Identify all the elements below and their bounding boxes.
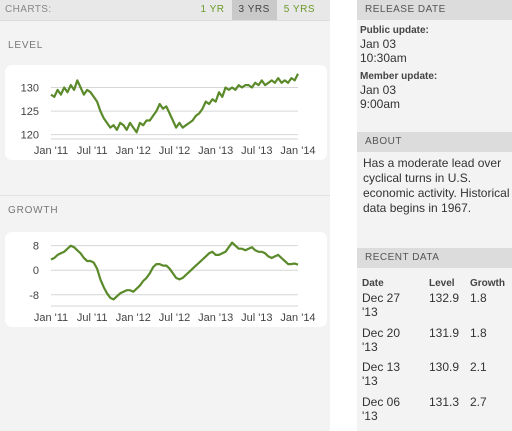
- x-tick-label: Jul '12: [159, 312, 190, 324]
- level-title: LEVEL: [8, 40, 44, 51]
- row-level: 132.9: [429, 291, 460, 305]
- about-text: Has a moderate lead over cyclical turns …: [363, 156, 510, 215]
- charts-toolbar: CHARTS: 1 YR 3 YRS 5 YRS: [0, 0, 330, 21]
- y-tick-label: 125: [21, 106, 39, 118]
- row-growth: 1.8: [470, 291, 487, 305]
- public-update-date: Jan 03: [360, 37, 397, 51]
- range-1yr-button[interactable]: 1 YR: [200, 4, 225, 15]
- about-header: ABOUT: [357, 132, 512, 152]
- member-update-date: Jan 03: [360, 83, 397, 97]
- row-date-year: '13: [362, 305, 378, 319]
- x-tick-label: Jan '13: [198, 312, 233, 324]
- recent-data-header: RECENT DATA: [357, 248, 512, 268]
- member-update-time: 9:00am: [360, 97, 401, 111]
- row-level: 131.9: [429, 326, 460, 340]
- x-tick-label: Jan '12: [116, 312, 151, 324]
- col-header-level: Level: [429, 278, 455, 289]
- growth-chart-svg: -8 0 8 Jan '11 Jul '11 Jan '12 Jul '12 Jan '13 J…: [29, 241, 315, 324]
- row-date: Dec 06: [362, 395, 401, 409]
- info-panel: RELEASE DATE Public update: Jan 03 10:30…: [357, 0, 512, 431]
- series-line: [50, 241, 299, 301]
- y-tick-label: -8: [29, 290, 39, 302]
- x-tick-label: Jan '14: [280, 145, 315, 157]
- level-chart-svg: 120 125 130 Jan '11 Jul '11 Jan '12 Jul '12 Jan…: [21, 73, 316, 157]
- x-tick-label: Jan '14: [280, 312, 315, 324]
- charts-panel: CHARTS: 1 YR 3 YRS 5 YRS LEVEL 120 125 130…: [0, 0, 330, 431]
- row-growth: 2.7: [470, 395, 487, 409]
- x-tick-label: Jul '13: [241, 145, 272, 157]
- x-tick-label: Jan '12: [116, 145, 151, 157]
- range-selector: 1 YR 3 YRS 5 YRS: [193, 0, 322, 20]
- public-update-time: 10:30am: [360, 51, 407, 65]
- section-divider: [0, 195, 330, 196]
- y-tick-label: 130: [21, 83, 39, 95]
- x-tick-label: Jul '12: [159, 145, 190, 157]
- x-tick-label: Jan '11: [34, 145, 68, 157]
- row-growth: 1.8: [470, 326, 487, 340]
- row-date: Dec 27: [362, 291, 401, 305]
- y-tick-label: 8: [33, 241, 39, 253]
- row-level: 131.3: [429, 395, 460, 409]
- y-tick-label: 120: [21, 130, 39, 142]
- member-update-label: Member update:: [360, 71, 438, 82]
- col-header-growth: Growth: [470, 278, 505, 289]
- y-tick-label: 0: [33, 265, 39, 277]
- row-date-year: '13: [362, 374, 378, 388]
- series-line: [50, 73, 299, 134]
- col-header-date: Date: [362, 278, 384, 289]
- range-5yrs-button[interactable]: 5 YRS: [283, 4, 315, 15]
- row-date: Dec 20: [362, 326, 401, 340]
- release-date-header: RELEASE DATE: [357, 0, 512, 20]
- range-3yrs-button[interactable]: 3 YRS: [231, 0, 277, 20]
- x-tick-label: Jul '11: [77, 145, 108, 157]
- x-tick-label: Jul '11: [77, 312, 108, 324]
- level-chart: 120 125 130 Jan '11 Jul '11 Jan '12 Jul '12 Jan…: [5, 65, 327, 160]
- row-date-year: '13: [362, 340, 378, 354]
- x-tick-label: Jul '13: [241, 312, 272, 324]
- x-tick-label: Jan '11: [34, 312, 68, 324]
- row-date-year: '13: [362, 409, 378, 423]
- charts-label: CHARTS:: [5, 4, 52, 15]
- x-tick-label: Jan '13: [198, 145, 233, 157]
- row-growth: 2.1: [470, 360, 487, 374]
- growth-title: GROWTH: [8, 205, 59, 216]
- row-date: Dec 13: [362, 360, 401, 374]
- row-level: 130.9: [429, 360, 460, 374]
- growth-chart: -8 0 8 Jan '11 Jul '11 Jan '12 Jul '12 Jan '13 J…: [5, 232, 327, 327]
- public-update-label: Public update:: [360, 25, 429, 36]
